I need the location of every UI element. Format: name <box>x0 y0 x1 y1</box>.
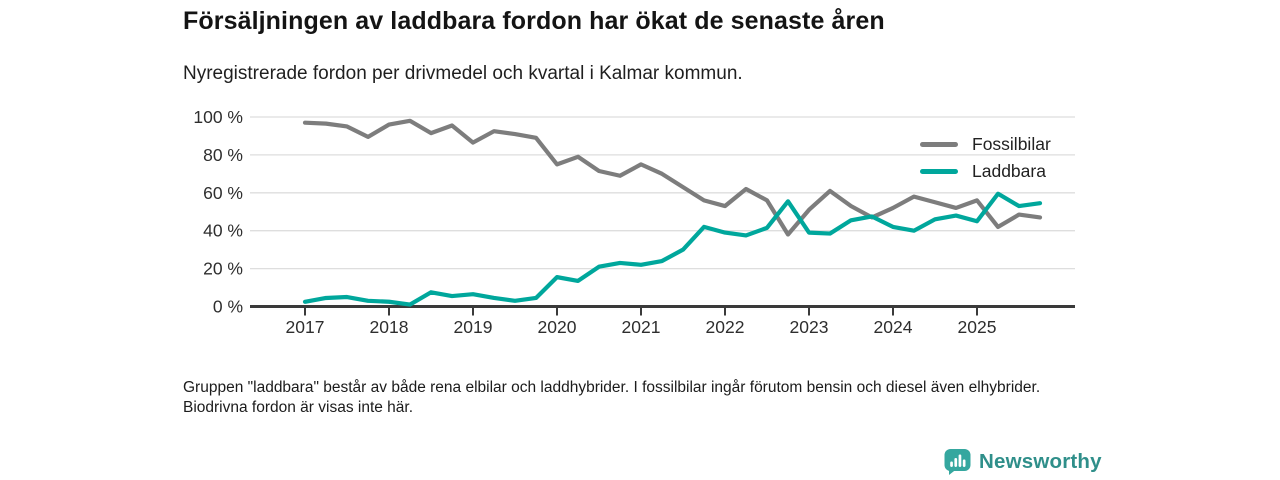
y-tick-label: 0 % <box>213 297 243 317</box>
x-tick-label: 2018 <box>370 317 409 337</box>
fossilbilar-line-swatch <box>920 142 958 147</box>
page-title: Försäljningen av laddbara fordon har öka… <box>183 7 885 35</box>
x-tick-label: 2019 <box>454 317 493 337</box>
legend-label: Laddbara <box>972 161 1046 181</box>
y-tick-label: 40 % <box>203 221 243 241</box>
y-tick-label: 20 % <box>203 259 243 279</box>
x-tick-label: 2020 <box>538 317 577 337</box>
y-tick-label: 60 % <box>203 183 243 203</box>
x-tick-label: 2023 <box>790 317 829 337</box>
x-tick-label: 2021 <box>622 317 661 337</box>
chart-legend: Fossilbilar Laddbara <box>920 131 1051 185</box>
newsworthy-logo[interactable]: Newsworthy <box>944 448 1102 476</box>
legend-label: Fossilbilar <box>972 134 1051 154</box>
y-tick-label: 80 % <box>203 145 243 165</box>
page-subtitle: Nyregistrerade fordon per drivmedel och … <box>183 63 743 84</box>
series-line-fossilbilar <box>302 118 1043 237</box>
x-tick-label: 2024 <box>874 317 913 337</box>
series-line-laddbara <box>302 191 1043 307</box>
y-tick-label: 100 % <box>193 107 243 127</box>
footnote: Gruppen "laddbara" består av både rena e… <box>183 379 1041 416</box>
legend-item-fossilbilar: Fossilbilar <box>920 131 1051 158</box>
newsworthy-wordmark: Newsworthy <box>979 450 1102 473</box>
laddbara-line-swatch <box>920 169 958 174</box>
x-tick-label: 2025 <box>958 317 997 337</box>
x-tick-label: 2022 <box>706 317 745 337</box>
x-tick-label: 2017 <box>286 317 325 337</box>
legend-item-laddbara: Laddbara <box>920 158 1051 185</box>
bar-chart-bubble-icon <box>944 449 971 475</box>
